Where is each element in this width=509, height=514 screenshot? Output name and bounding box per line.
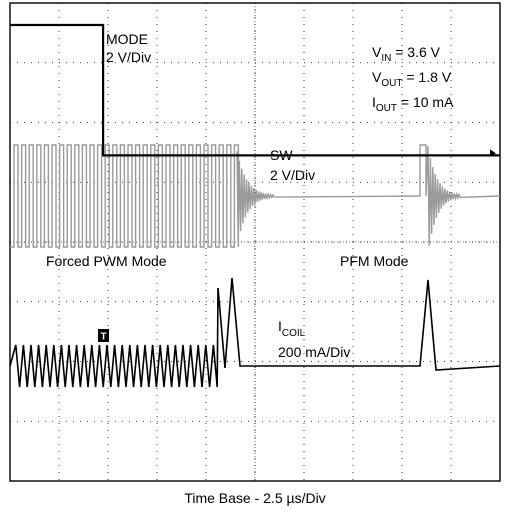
iout-sub: OUT — [376, 103, 397, 114]
icoil-sub: COIL — [282, 328, 306, 339]
sw-label: SW — [270, 147, 293, 163]
vout-label: VOUT = 1.8 V — [372, 69, 452, 89]
mode-trace — [10, 23, 500, 157]
pfm-label: PFM Mode — [340, 253, 409, 269]
vout-sub: OUT — [381, 78, 402, 89]
mode-scale-label: 2 V/Div — [106, 49, 151, 65]
vin-sub: IN — [381, 53, 391, 64]
sw-scale-label: 2 V/Div — [270, 167, 315, 183]
icoil-main: I — [278, 318, 282, 334]
iout-label: IOUT = 10 mA — [372, 94, 454, 114]
forced-pwm-label: Forced PWM Mode — [46, 253, 167, 269]
vin-main: V — [372, 44, 382, 60]
vout-value: = 1.8 V — [402, 69, 451, 85]
vin-label: VIN = 3.6 V — [372, 44, 441, 64]
vin-value: = 3.6 V — [391, 44, 440, 60]
icoil-trace — [9, 277, 501, 388]
mode-line — [10, 23, 500, 157]
trigger-marker: T — [100, 332, 106, 343]
icoil-scale-label: 200 mA/Div — [278, 344, 350, 360]
mode-arrow — [490, 149, 496, 157]
iout-value: = 10 mA — [397, 94, 454, 110]
trigger-marker-box — [98, 329, 109, 342]
sw-line — [10, 144, 501, 248]
x-axis-label: Time Base - 2.5 µs/Div — [184, 490, 325, 506]
icoil-line — [9, 277, 501, 388]
icoil-label: ICOIL — [278, 318, 306, 339]
mode-label: MODE — [106, 31, 148, 47]
iout-main: I — [372, 94, 376, 110]
vout-main: V — [372, 69, 382, 85]
sw-trace — [10, 144, 501, 248]
